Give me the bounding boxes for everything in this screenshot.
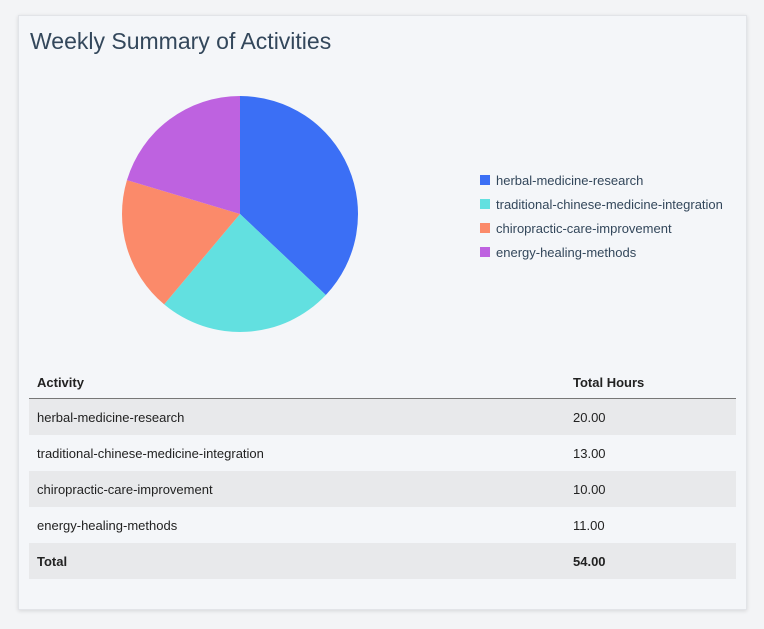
header-activity: Activity [29, 366, 565, 399]
legend-item[interactable]: chiropractic-care-improvement [480, 216, 723, 240]
table-row: herbal-medicine-research 20.00 [29, 398, 736, 435]
total-value: 54.00 [565, 543, 736, 579]
pie-slice-herbal-medicine-research[interactable] [240, 96, 358, 295]
legend-label: herbal-medicine-research [496, 172, 644, 188]
pie-slice-chiropractic-care-improvement[interactable] [122, 180, 240, 305]
table-row: energy-healing-methods 11.00 [29, 507, 736, 543]
legend-swatch [480, 199, 490, 209]
chart-legend: herbal-medicine-research traditional-chin… [480, 168, 723, 264]
table-row: traditional-chinese-medicine-integration… [29, 435, 736, 471]
hours-cell: 11.00 [573, 517, 605, 533]
legend-label: energy-healing-methods [496, 244, 637, 260]
page-title: Weekly Summary of Activities [30, 28, 332, 54]
hours-cell: 13.00 [573, 445, 606, 461]
hours-cell: 20.00 [565, 398, 736, 435]
legend-label: traditional-chinese-medicine-integration [496, 196, 723, 212]
legend-swatch [480, 247, 490, 257]
legend-item[interactable]: energy-healing-methods [480, 240, 723, 264]
legend-item[interactable]: herbal-medicine-research [480, 168, 723, 192]
table-row: chiropractic-care-improvement 10.00 [29, 471, 736, 507]
pie-slice-traditional-chinese-medicine-integration[interactable] [164, 214, 326, 332]
summary-card: Weekly Summary of Activities herbal-medi… [18, 15, 747, 610]
header-total-hours: Total Hours [565, 366, 736, 399]
legend-item[interactable]: traditional-chinese-medicine-integration [480, 192, 723, 216]
hours-cell: 10.00 [565, 471, 736, 507]
legend-label: chiropractic-care-improvement [496, 220, 672, 236]
pie-chart [122, 96, 358, 332]
legend-swatch [480, 223, 490, 233]
activity-cell: traditional-chinese-medicine-integration [37, 445, 264, 461]
activity-cell: herbal-medicine-research [29, 398, 565, 435]
total-row: Total 54.00 [29, 543, 736, 579]
activity-cell: chiropractic-care-improvement [29, 471, 565, 507]
total-label: Total [29, 543, 565, 579]
activity-table: Activity Total Hours herbal-medicine-res… [29, 366, 736, 579]
legend-swatch [480, 175, 490, 185]
pie-slice-energy-healing-methods[interactable] [126, 96, 240, 214]
activity-cell: energy-healing-methods [37, 517, 178, 533]
